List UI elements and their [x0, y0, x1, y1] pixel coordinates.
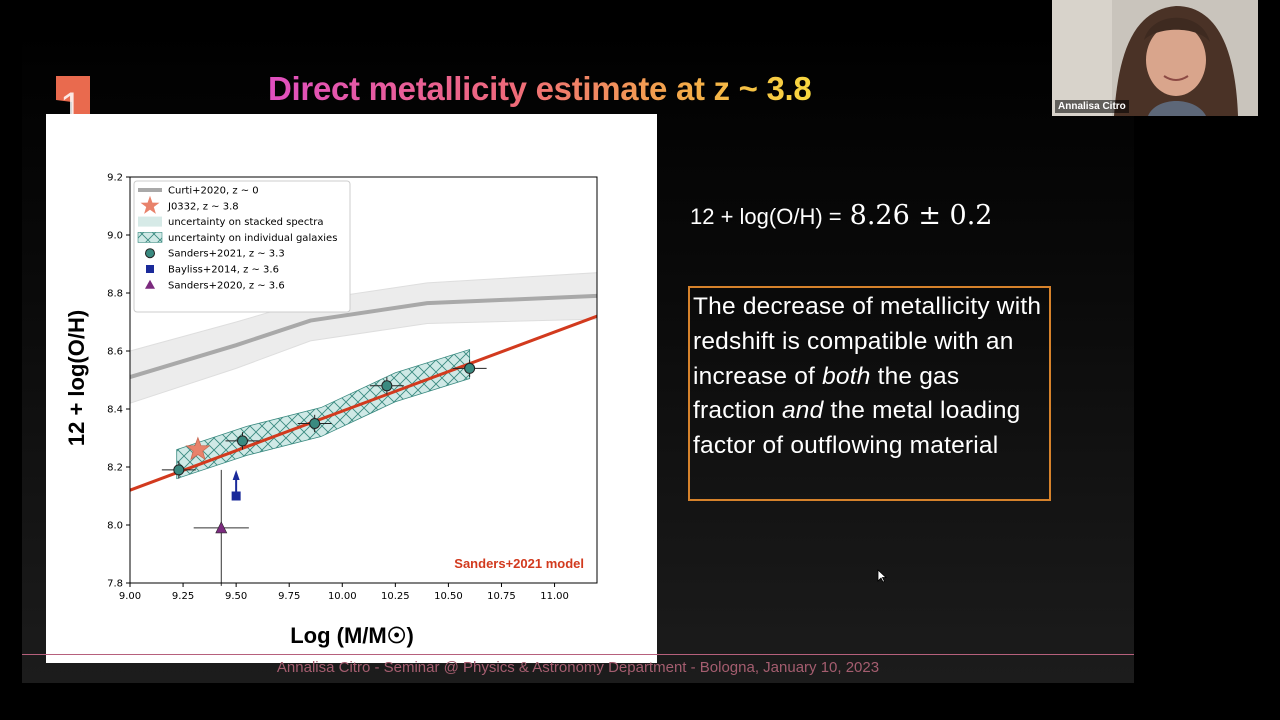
x-tick-label: 9.50	[225, 591, 247, 602]
sanders2021-point	[309, 418, 321, 429]
curti-relation-line	[129, 293, 598, 380]
x-tick-label: 9.00	[119, 591, 141, 602]
formula-value: 8.26 ± 0.2	[849, 200, 993, 231]
model-label: Sanders+2021 model	[454, 556, 584, 571]
x-tick-label: 11.00	[540, 591, 569, 602]
y-tick-label: 9.2	[107, 173, 123, 184]
webcam-feed[interactable]: Annalisa Citro	[1052, 0, 1258, 116]
conclusion-text-box: The decrease of metallicity with redshif…	[688, 286, 1051, 501]
bayliss-arrow-head	[232, 470, 240, 480]
x-tick-label: 10.50	[434, 591, 463, 602]
legend-swatch-bayliss	[146, 265, 154, 273]
x-axis-label: Log (M/M☉)	[290, 623, 414, 648]
presentation-slide: 1 Direct metallicity estimate at z ~ 3.8…	[22, 28, 1134, 683]
legend-swatch-star	[140, 195, 160, 214]
x-tick-label: 9.25	[172, 591, 194, 602]
y-tick-label: 8.2	[107, 463, 123, 474]
legend-swatch-sanders2020	[145, 279, 155, 289]
y-tick-label: 8.6	[107, 347, 123, 358]
legend-entry-label: uncertainty on individual galaxies	[168, 233, 337, 244]
metallicity-formula: 12 + log(O/H) = 8.26 ± 0.2	[690, 200, 993, 231]
bayliss2014-point	[231, 491, 241, 501]
y-axis-label: 12 + log(O/H)	[64, 310, 89, 446]
x-tick-label: 9.75	[278, 591, 300, 602]
mouse-cursor-icon	[877, 569, 887, 583]
slide-title: Direct metallicity estimate at z ~ 3.8	[268, 70, 812, 107]
presenter-avatar	[1052, 0, 1258, 116]
y-tick-label: 8.8	[107, 289, 123, 300]
j0332-star-point	[185, 436, 211, 461]
text-emphasis-and: and	[781, 397, 824, 425]
text-part-1: The decrease of metallicity with redshif…	[693, 293, 1042, 390]
slide-footer: Annalisa Citro - Seminar @ Physics & Ast…	[276, 659, 880, 676]
plot-frame	[129, 176, 598, 584]
y-tick-label: 8.0	[107, 521, 123, 532]
legend-entry-label: uncertainty on stacked spectra	[168, 217, 324, 228]
text-emphasis-both: both	[822, 362, 871, 390]
sanders2021-point	[381, 380, 393, 392]
x-tick-label: 10.25	[381, 591, 410, 602]
sanders-model-line	[129, 314, 598, 492]
footer-divider	[22, 654, 1134, 655]
legend-entry-label: Bayliss+2014, z ~ 3.6	[168, 265, 279, 276]
legend-entry-label: Sanders+2021, z ~ 3.3	[168, 249, 285, 260]
y-tick-label: 9.0	[107, 231, 123, 242]
legend-swatch-individual	[137, 232, 163, 243]
plot-panel: 9.00 9.25 9.50 9.75 10.00 10.25 10.50 10.75 11.0…	[46, 114, 657, 663]
sanders2021-point	[464, 362, 476, 374]
formula-lhs: 12 + log(O/H) =	[690, 204, 842, 229]
legend-entry-label: J0332, z ~ 3.8	[167, 201, 239, 212]
legend-swatch-sanders2021	[145, 248, 155, 259]
legend-swatch-stacked	[138, 216, 162, 227]
legend-entry-label: Curti+2020, z ~ 0	[168, 186, 259, 197]
text-part-2: the gas fraction	[693, 362, 960, 425]
y-tick-label: 7.8	[107, 579, 123, 590]
sanders2020-point	[215, 521, 228, 534]
metallicity-chart: 9.00 9.25 9.50 9.75 10.00 10.25 10.50 10.75 11.0…	[64, 173, 598, 648]
x-tick-label: 10.00	[328, 591, 357, 602]
sanders2021-point	[237, 435, 249, 447]
legend-entry-label: Sanders+2020, z ~ 3.6	[168, 280, 285, 291]
participant-name-label: Annalisa Citro	[1055, 100, 1129, 113]
text-part-3: the metal loading factor of outflowing m…	[693, 397, 1021, 460]
y-tick-label: 8.4	[107, 405, 123, 416]
legend-box	[133, 180, 351, 313]
x-tick-label: 10.75	[487, 591, 516, 602]
sanders2021-point	[173, 464, 185, 476]
